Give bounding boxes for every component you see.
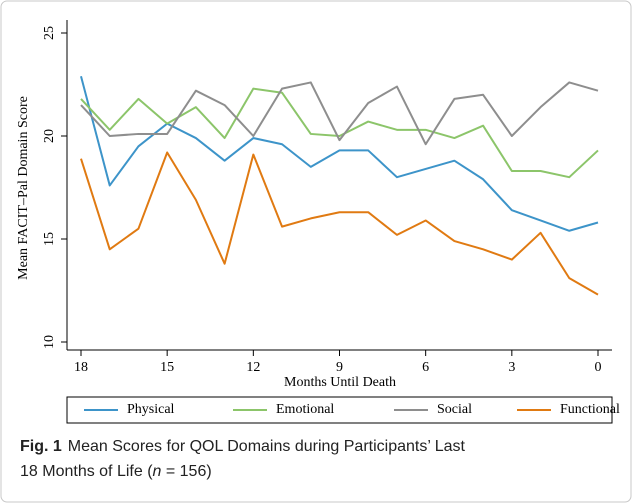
x-tick-label: 15 bbox=[160, 360, 174, 375]
y-tick-label: 20 bbox=[42, 129, 57, 143]
y-tick-label: 10 bbox=[42, 335, 57, 349]
caption-n: n bbox=[153, 463, 162, 480]
series-line bbox=[80, 151, 599, 296]
x-tick-label: 6 bbox=[422, 360, 429, 375]
x-tick-label: 0 bbox=[595, 360, 602, 375]
caption-label: Fig. 1 bbox=[20, 438, 62, 455]
x-tick-label: 9 bbox=[336, 360, 343, 375]
series-line bbox=[80, 81, 599, 146]
legend-box bbox=[66, 396, 613, 424]
y-tick-label: 15 bbox=[42, 232, 57, 246]
legend-label: Emotional bbox=[276, 402, 334, 417]
legend-label: Functional bbox=[560, 402, 620, 417]
x-tick-label: 3 bbox=[508, 360, 515, 375]
caption-text: = 156) bbox=[161, 463, 211, 480]
y-axis-title: Mean FACIT–Pal Domain Score bbox=[16, 96, 31, 280]
caption-line: Fig. 1 Mean Scores for QOL Domains during… bbox=[20, 438, 466, 455]
series-line bbox=[80, 87, 599, 179]
caption-text: 18 Months of Life ( bbox=[20, 463, 153, 480]
x-tick-label: 18 bbox=[74, 360, 88, 375]
legend-label: Social bbox=[437, 402, 472, 417]
caption-text: Mean Scores for QOL Domains during Parti… bbox=[68, 438, 466, 455]
x-tick-label: 12 bbox=[246, 360, 260, 375]
legend-label: Physical bbox=[127, 402, 175, 417]
x-axis-title: Months Until Death bbox=[284, 375, 396, 390]
caption-line: 18 Months of Life (n = 156) bbox=[20, 463, 212, 480]
y-tick-label: 25 bbox=[42, 26, 57, 40]
